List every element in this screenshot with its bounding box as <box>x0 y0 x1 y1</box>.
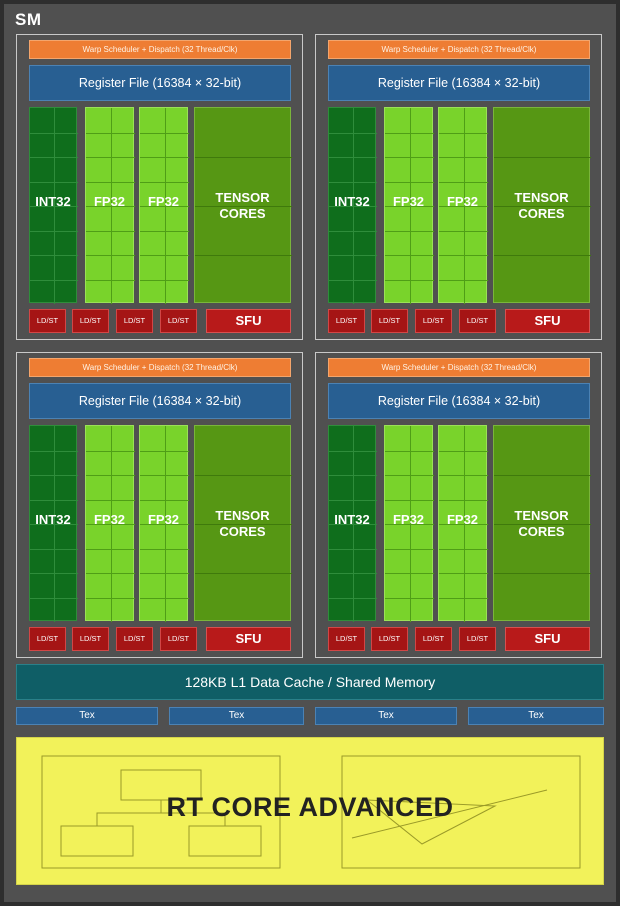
sfu-unit: SFU <box>206 627 291 651</box>
warp-scheduler: Warp Scheduler + Dispatch (32 Thread/Clk… <box>328 358 590 377</box>
tex-unit: Tex <box>468 707 604 725</box>
processing-block: Warp Scheduler + Dispatch (32 Thread/Clk… <box>315 34 602 340</box>
rt-core-block: RT CORE ADVANCED <box>16 737 604 885</box>
rt-core-schematic-icon <box>41 755 581 869</box>
int32-unit: INT32 <box>328 107 377 304</box>
int32-label: INT32 <box>334 194 370 209</box>
ldst-unit: LD/ST <box>371 309 408 333</box>
tensor-cores-label: TENSOR CORES <box>215 190 270 221</box>
fp32-label: FP32 <box>446 194 479 209</box>
register-file: Register File (16384 × 32-bit) <box>29 65 291 101</box>
fp32-unit: FP32 <box>438 107 488 304</box>
sfu-unit: SFU <box>505 309 590 333</box>
processing-block: Warp Scheduler + Dispatch (32 Thread/Clk… <box>16 352 303 658</box>
tex-unit: Tex <box>16 707 158 725</box>
ldst-unit: LD/ST <box>29 627 66 651</box>
ldst-unit: LD/ST <box>116 309 153 333</box>
ldst-unit: LD/ST <box>29 309 66 333</box>
tex-unit: Tex <box>315 707 457 725</box>
tensor-cores-label: TENSOR CORES <box>514 190 569 221</box>
ldst-unit: LD/ST <box>72 627 109 651</box>
register-file: Register File (16384 × 32-bit) <box>328 383 590 419</box>
tensor-cores: TENSOR CORES <box>194 107 292 303</box>
sfu-unit: SFU <box>505 627 590 651</box>
int32-unit: INT32 <box>328 425 377 622</box>
fp32-label: FP32 <box>147 512 180 527</box>
ldst-unit: LD/ST <box>415 627 452 651</box>
fp32-label: FP32 <box>446 512 479 527</box>
int32-label: INT32 <box>35 512 71 527</box>
tex-unit: Tex <box>169 707 304 725</box>
sfu-unit: SFU <box>206 309 291 333</box>
ldst-unit: LD/ST <box>116 627 153 651</box>
tensor-cores-label: TENSOR CORES <box>215 508 270 539</box>
fp32-unit: FP32 <box>139 107 189 304</box>
warp-scheduler: Warp Scheduler + Dispatch (32 Thread/Clk… <box>29 358 291 377</box>
int32-label: INT32 <box>35 194 71 209</box>
ldst-unit: LD/ST <box>328 627 365 651</box>
fp32-unit: FP32 <box>139 425 189 622</box>
ldst-unit: LD/ST <box>371 627 408 651</box>
ldst-unit: LD/ST <box>459 627 496 651</box>
processing-block: Warp Scheduler + Dispatch (32 Thread/Clk… <box>315 352 602 658</box>
fp32-unit: FP32 <box>384 425 434 622</box>
fp32-label: FP32 <box>93 512 126 527</box>
fp32-unit: FP32 <box>384 107 434 304</box>
ldst-unit: LD/ST <box>72 309 109 333</box>
fp32-unit: FP32 <box>438 425 488 622</box>
warp-scheduler: Warp Scheduler + Dispatch (32 Thread/Clk… <box>29 40 291 59</box>
l1-data-cache: 128KB L1 Data Cache / Shared Memory <box>16 664 604 700</box>
sm-title: SM <box>15 10 42 29</box>
ldst-unit: LD/ST <box>459 309 496 333</box>
fp32-unit: FP32 <box>85 107 135 304</box>
ldst-unit: LD/ST <box>328 309 365 333</box>
int32-unit: INT32 <box>29 107 78 304</box>
warp-scheduler: Warp Scheduler + Dispatch (32 Thread/Clk… <box>328 40 590 59</box>
register-file: Register File (16384 × 32-bit) <box>29 383 291 419</box>
fp32-label: FP32 <box>93 194 126 209</box>
ldst-unit: LD/ST <box>160 627 197 651</box>
processing-block: Warp Scheduler + Dispatch (32 Thread/Clk… <box>16 34 303 340</box>
tensor-cores-label: TENSOR CORES <box>514 508 569 539</box>
tensor-cores: TENSOR CORES <box>493 425 591 621</box>
register-file: Register File (16384 × 32-bit) <box>328 65 590 101</box>
int32-unit: INT32 <box>29 425 78 622</box>
fp32-unit: FP32 <box>85 425 135 622</box>
int32-label: INT32 <box>334 512 370 527</box>
fp32-label: FP32 <box>392 194 425 209</box>
fp32-label: FP32 <box>392 512 425 527</box>
ldst-unit: LD/ST <box>160 309 197 333</box>
tensor-cores: TENSOR CORES <box>194 425 292 621</box>
tensor-cores: TENSOR CORES <box>493 107 591 303</box>
ldst-unit: LD/ST <box>415 309 452 333</box>
rt-core-label: RT CORE ADVANCED <box>166 792 454 822</box>
fp32-label: FP32 <box>147 194 180 209</box>
